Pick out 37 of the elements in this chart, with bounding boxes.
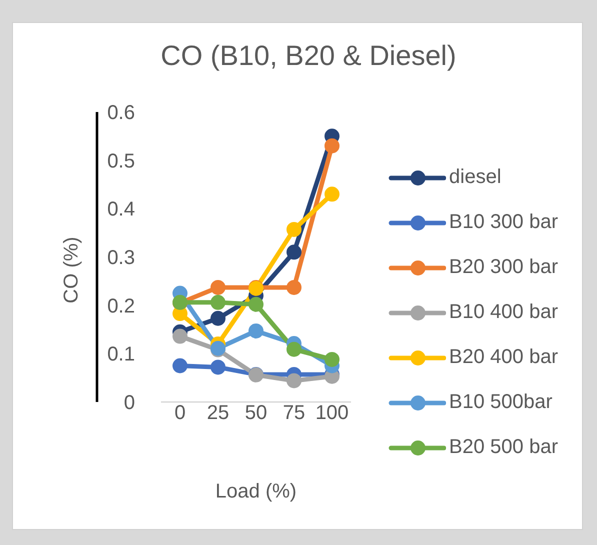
y-tick-label: 0.3 bbox=[107, 247, 135, 269]
x-tick-label: 0 bbox=[174, 402, 186, 424]
x-tick-label: 100 bbox=[315, 402, 349, 424]
point bbox=[324, 352, 340, 367]
legend-label: B20 400 bar bbox=[449, 346, 558, 369]
y-axis-title: CO (%) bbox=[60, 236, 84, 304]
x-tick-label: 25 bbox=[206, 402, 230, 424]
legend-label: B20 300 bar bbox=[449, 256, 558, 279]
point bbox=[210, 294, 226, 310]
legend-label: diesel bbox=[449, 166, 502, 189]
point bbox=[286, 342, 302, 357]
point bbox=[286, 373, 302, 388]
x-tick-label: 50 bbox=[244, 402, 268, 424]
point bbox=[210, 360, 226, 375]
y-tick-label: 0.2 bbox=[107, 295, 135, 318]
point bbox=[248, 323, 264, 338]
point bbox=[286, 222, 302, 237]
point bbox=[210, 310, 226, 326]
legend-label: B10 400 bar bbox=[449, 301, 558, 324]
point bbox=[210, 280, 226, 295]
y-tick-label: 0.5 bbox=[107, 150, 135, 172]
y-tick-label: 0.6 bbox=[107, 102, 135, 124]
y-tick-label: 0.4 bbox=[107, 198, 135, 221]
point bbox=[286, 280, 302, 295]
point bbox=[324, 138, 340, 154]
y-tick-label: 0.1 bbox=[107, 344, 135, 366]
legend-label: B20 500 bar bbox=[449, 436, 558, 459]
point bbox=[248, 296, 264, 312]
point bbox=[172, 328, 188, 344]
legend-label: B10 300 bar bbox=[449, 211, 558, 234]
chart-title: CO (B10, B20 & Diesel) bbox=[160, 40, 458, 72]
legend-label: B10 500bar bbox=[449, 391, 552, 414]
point bbox=[324, 186, 340, 202]
x-axis-title: Load (%) bbox=[215, 480, 297, 504]
point bbox=[286, 244, 302, 260]
x-tick-label: 75 bbox=[282, 402, 306, 424]
point bbox=[172, 358, 188, 374]
